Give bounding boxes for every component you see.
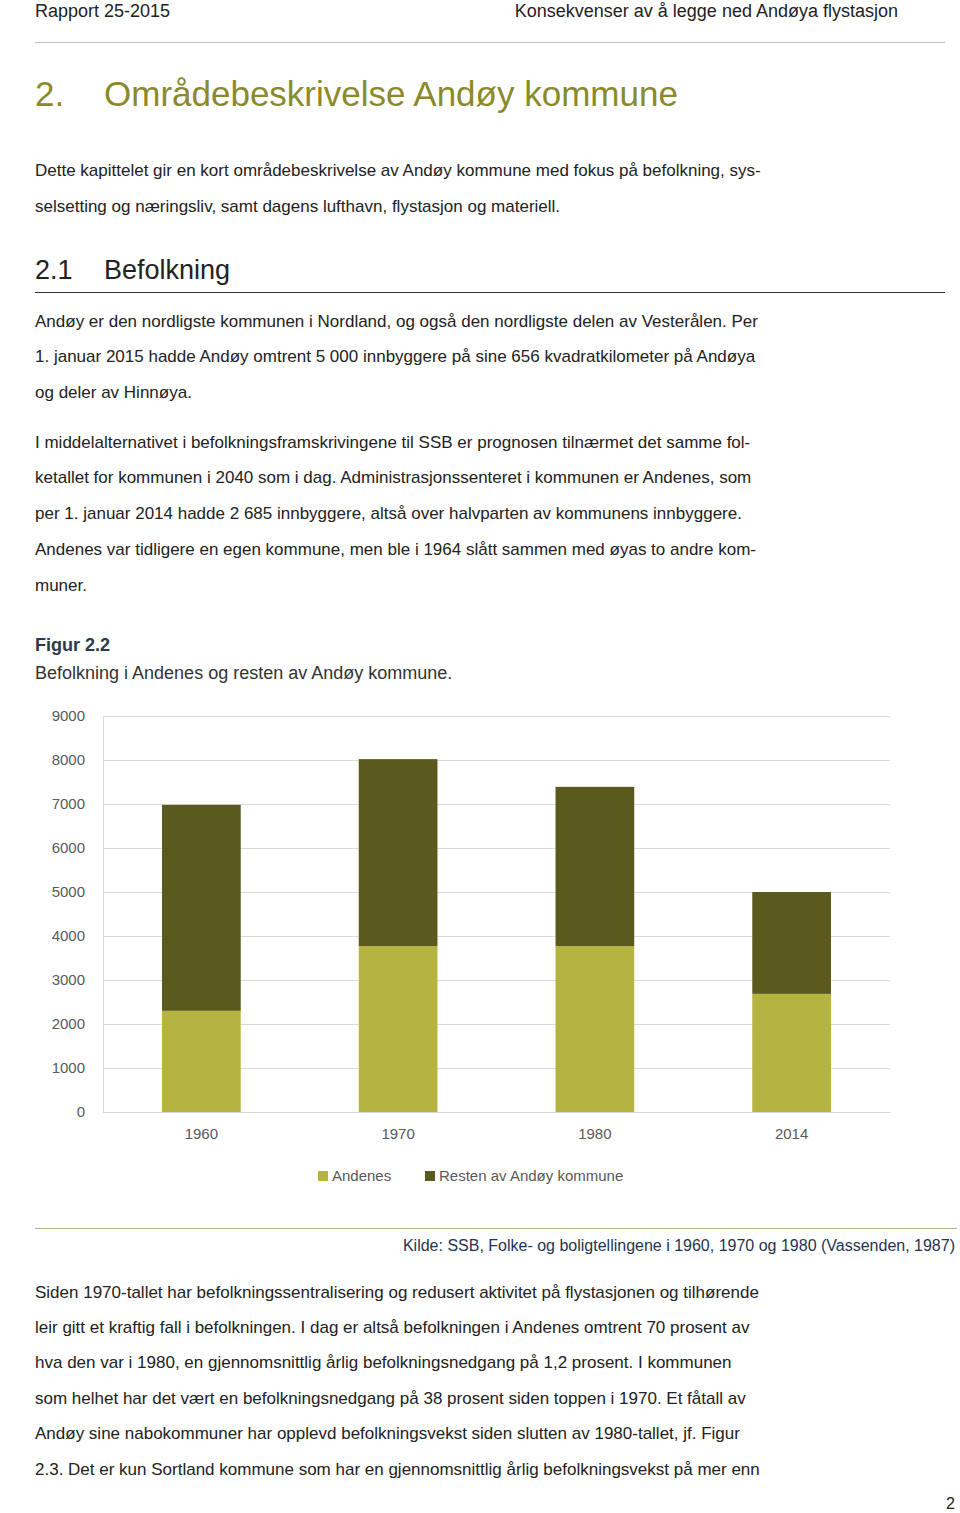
bar [752,892,831,994]
section-rule [35,292,945,293]
y-tick-label: 5000 [52,883,85,900]
x-axis-line [104,1112,891,1113]
bars [162,759,831,1112]
x-tick-label: 1970 [381,1125,414,1142]
chart: 0 1000 2000 3000 4000 5000 6000 7000 8000 9000 196… [0,690,960,1210]
legend-label: Resten av Andøy kommune [439,1167,623,1184]
paragraph-line: Dette kapittelet gir en kort områdebeskr… [35,162,761,179]
grid-line [103,804,890,805]
legend-swatch [318,1171,328,1181]
paragraph-line: Andøy er den nordligste kommunen i Nordl… [35,313,758,330]
figure-label: Figur 2.2 [35,636,110,654]
x-tick-label: 2014 [775,1125,808,1142]
bar [556,946,635,1112]
grid-line [103,716,890,717]
x-axis: 1960 1970 1980 2014 [104,1112,891,1142]
figure-caption: Befolkning i Andenes og resten av Andøy … [35,664,452,682]
series [162,759,831,1011]
paragraph-line: per 1. januar 2014 hadde 2 685 innbygger… [35,505,742,522]
y-tick-label: 3000 [52,971,85,988]
paragraph-line: Andenes var tidligere en egen kommune, m… [35,541,756,558]
figure-source: Kilde: SSB, Folke- og boligtellingene i … [403,1238,955,1254]
y-tick-label: 4000 [52,927,85,944]
grid-line [103,760,890,761]
paragraph-line: hva den var i 1980, en gjennomsnittlig å… [35,1354,732,1371]
paragraph-line: ketallet for kommunen i 2040 som i dag. … [35,469,751,486]
y-axis-line [103,717,104,1113]
paragraph-line: og deler av Hinnøya. [35,384,192,401]
paragraph-line: I middelalternativet i befolkningsframsk… [35,434,750,451]
x-tick: 1970 [381,1112,414,1142]
grid-line [103,1112,890,1113]
chapter-title: Områdebeskrivelse Andøy kommune [104,76,678,111]
y-tick: 8000 [52,751,890,768]
bar [162,1011,241,1112]
y-tick-label: 6000 [52,839,85,856]
x-tick: 2014 [775,1112,808,1142]
paragraph-line: 1. januar 2015 hadde Andøy omtrent 5 000… [35,348,755,365]
bar [162,805,241,1011]
y-tick-label: 1000 [52,1059,85,1076]
paragraph-line: Siden 1970-tallet har befolkningssentral… [35,1284,759,1301]
paragraph-line: leir gitt et kraftig fall i befolkningen… [35,1319,749,1336]
section-title: Befolkning [104,257,230,284]
legend-label: Andenes [332,1167,391,1184]
series [162,946,831,1112]
y-tick-label: 0 [77,1103,85,1120]
paragraph-line: selsetting og næringsliv, samt dagens lu… [35,198,560,215]
paragraph-line: som helhet har det vært en befolkningsne… [35,1390,746,1407]
paragraph-line: muner. [35,577,87,594]
y-tick-label: 8000 [52,751,85,768]
paragraph-line: Andøy sine nabokommuner har opplevd befo… [35,1425,740,1442]
y-axis: 0 1000 2000 3000 4000 5000 6000 7000 8000 9000 [52,707,890,1120]
running-header: Konsekvenser av å legge ned Andøya flyst… [515,2,898,20]
chapter-number: 2. [35,76,64,111]
legend: Andenes Resten av Andøy kommune [318,1167,623,1184]
y-tick: 9000 [52,707,890,724]
x-tick-label: 1960 [185,1125,218,1142]
bar [556,787,635,946]
bar [359,759,438,946]
x-tick: 1980 [578,1112,611,1142]
source-rule [35,1228,957,1229]
section-number: 2.1 [35,257,73,284]
page-number: 2 [946,1496,955,1512]
running-header: Rapport 25-2015 [35,2,170,20]
x-tick: 1960 [185,1112,218,1142]
y-tick-label: 7000 [52,795,85,812]
y-tick-label: 2000 [52,1015,85,1032]
paragraph-line: 2.3. Det er kun Sortland kommune som har… [35,1461,760,1478]
bar [359,946,438,1112]
x-tick-label: 1980 [578,1125,611,1142]
legend-swatch [425,1171,435,1181]
bar [752,994,831,1112]
header-rule [35,42,945,43]
y-tick-label: 9000 [52,707,85,724]
